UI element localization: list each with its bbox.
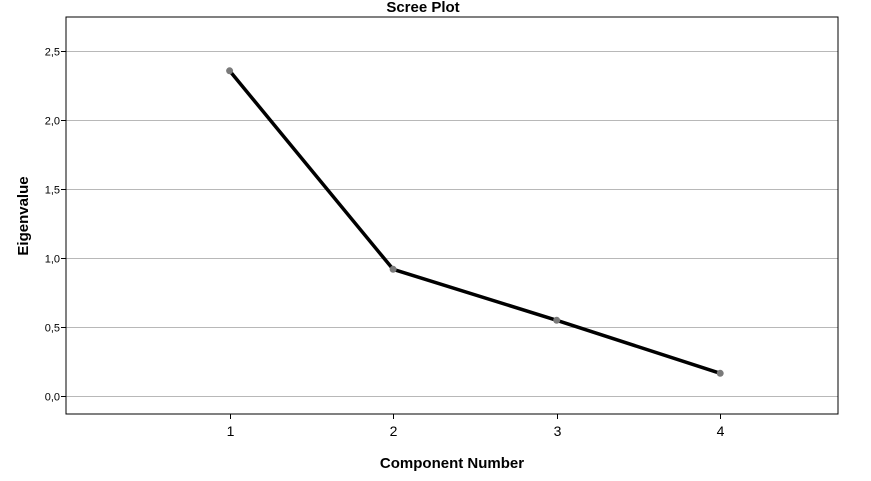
y-tick-label: 2,0 bbox=[45, 116, 60, 128]
x-axis-ticks: 1 2 3 4 bbox=[227, 414, 725, 439]
y-axis-ticks: 0,0 0,5 1,0 1,5 2,0 2,5 bbox=[45, 47, 66, 404]
x-tick-label: 2 bbox=[390, 423, 398, 439]
grid-lines bbox=[66, 51, 838, 397]
y-tick-label: 2,5 bbox=[45, 47, 60, 59]
y-tick-label: 0,5 bbox=[45, 323, 60, 335]
x-axis-title: Component Number bbox=[380, 455, 524, 472]
x-tick-label: 4 bbox=[717, 423, 725, 439]
data-point bbox=[226, 67, 234, 75]
chart-title: Scree Plot bbox=[386, 0, 459, 16]
series-line bbox=[228, 69, 721, 375]
y-tick-label: 1,5 bbox=[45, 185, 60, 197]
x-tick-label: 1 bbox=[227, 423, 235, 439]
data-point bbox=[389, 265, 397, 273]
plot-area-frame bbox=[65, 16, 839, 415]
data-point bbox=[553, 316, 561, 324]
data-point bbox=[716, 369, 724, 377]
eigenvalue-series bbox=[226, 67, 724, 377]
y-axis-title: Eigenvalue bbox=[15, 176, 32, 255]
y-tick-label: 0,0 bbox=[45, 392, 60, 404]
y-tick-label: 1,0 bbox=[45, 254, 60, 266]
x-tick-label: 3 bbox=[554, 423, 562, 439]
